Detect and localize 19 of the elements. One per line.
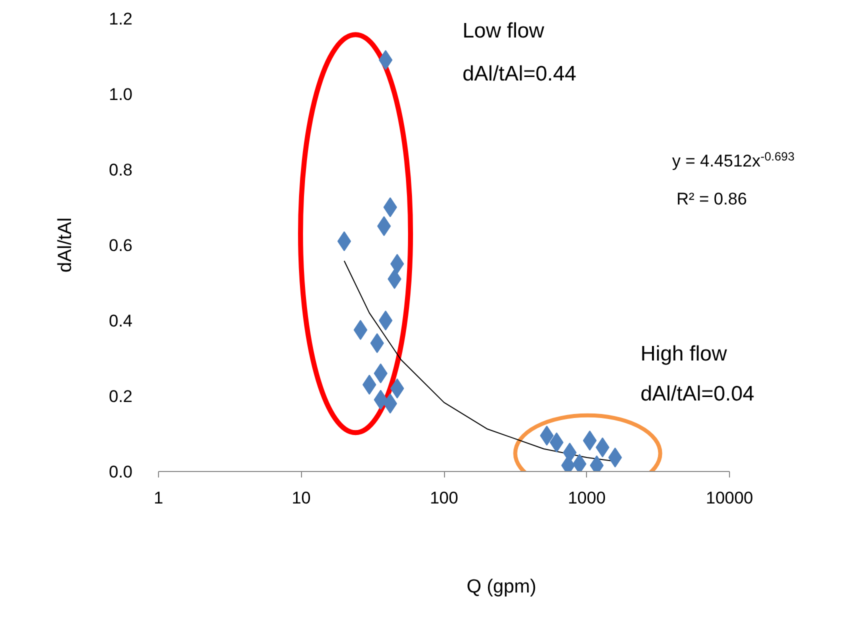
y-tick-label: 1.2	[108, 10, 133, 28]
annotation: R² = 0.86	[676, 190, 747, 208]
annotation: dAl/tAl=0.04	[640, 382, 755, 406]
x-tick-label: 1000	[568, 488, 606, 508]
x-tick-label: 100	[430, 488, 458, 508]
x-tick-label: 10000	[706, 488, 754, 508]
annotation: dAl/tAl=0.44	[462, 62, 577, 86]
y-tick-label: 0.4	[108, 312, 133, 330]
x-tick-label: 10	[292, 488, 311, 508]
x-tick-label: 1	[154, 488, 164, 508]
y-tick-label: 0.8	[108, 160, 133, 180]
y-axis-title: dAl/tAl	[54, 218, 76, 272]
y-tick-label: 0.6	[108, 236, 133, 255]
y-tick-label: 0.2	[108, 387, 133, 406]
x-axis-title: Q (gpm)	[466, 576, 536, 598]
annotation: High flow	[640, 342, 728, 366]
annotation: Low flow	[462, 20, 546, 42]
y-tick-label: 0.0	[108, 462, 133, 482]
y-tick-label: 1.0	[108, 85, 133, 104]
